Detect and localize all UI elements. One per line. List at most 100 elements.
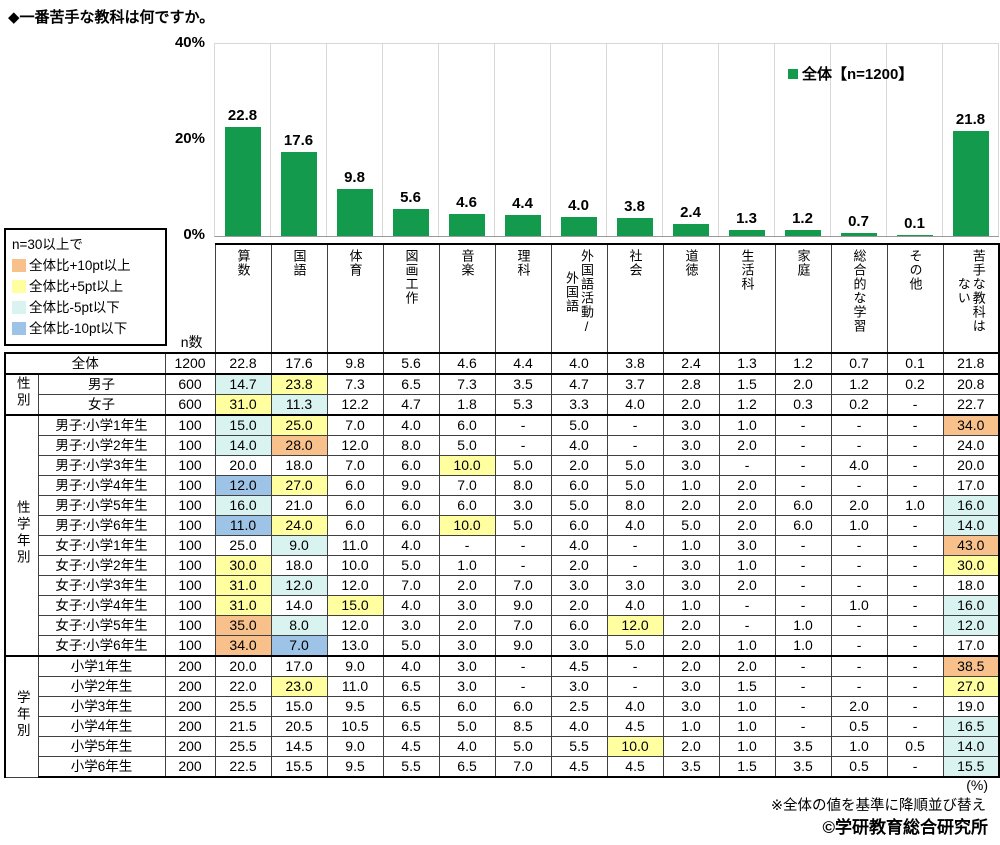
data-cell: 4.0 xyxy=(550,435,608,456)
data-cell: 7.0 xyxy=(438,475,496,496)
bar-column: 3.8 xyxy=(607,44,663,236)
data-cell: 3.0 xyxy=(662,575,720,596)
data-cell: 0.7 xyxy=(830,352,888,375)
column-header: 理科 xyxy=(494,243,552,354)
bar-value-label: 9.8 xyxy=(344,169,365,186)
data-cell: 1.8 xyxy=(438,394,496,416)
data-cell: 1.0 xyxy=(718,736,776,757)
table-row: 全体 1200 22.8 17.6 9.8 5.6 4.6 4.4 4.0 3.8 2.4 1.3 1.… xyxy=(4,352,1000,375)
bar-chart: 40% 20% 0% 22.8 17.6 9.8 5.6 4.6 4.4 4.0 3.8 2.4… xyxy=(0,34,1000,243)
table-row: 小学6年生 200 22.5 15.5 9.5 5.5 6.5 7.0 4.5 4.5 3.5 1.5… xyxy=(5,756,1000,778)
data-cell: 2.0 xyxy=(774,373,832,395)
data-cell: 15.5 xyxy=(942,756,1000,778)
row-label: 男子:小学2年生 xyxy=(37,435,166,456)
data-cell: 17.0 xyxy=(270,655,328,677)
data-cell: - xyxy=(886,414,944,436)
data-cell: 10.0 xyxy=(438,515,496,536)
row-label: 男子:小学3年生 xyxy=(37,455,166,476)
data-cell: - xyxy=(606,555,664,576)
data-cell: 30.0 xyxy=(214,555,272,576)
n-cell: 200 xyxy=(164,696,216,717)
data-cell: 4.0 xyxy=(382,414,440,436)
data-cell: 3.0 xyxy=(662,455,720,476)
data-cell: 1.2 xyxy=(830,373,888,395)
column-header-text: 国語 xyxy=(291,249,307,277)
threshold-color-swatch-blue xyxy=(12,322,26,335)
n-cell: 200 xyxy=(164,736,216,757)
threshold-legend-label: 全体比-10pt以下 xyxy=(29,321,128,336)
data-cell: 15.5 xyxy=(270,756,328,778)
data-cell: 23.8 xyxy=(270,373,328,395)
data-cell: 7.0 xyxy=(382,575,440,596)
data-cell: 3.0 xyxy=(438,595,496,616)
data-cell: - xyxy=(886,515,944,536)
data-cell: - xyxy=(886,655,944,677)
row-label: 小学2年生 xyxy=(37,676,166,697)
data-cell: 17.0 xyxy=(942,635,1000,657)
sort-order-note: ※全体の値を基準に降順並び替え xyxy=(770,798,986,814)
data-cell: - xyxy=(830,676,888,697)
data-cell: 35.0 xyxy=(214,615,272,636)
bar-column: 17.6 xyxy=(271,44,327,236)
data-cell: - xyxy=(830,635,888,657)
data-cell: 4.5 xyxy=(550,756,608,778)
data-cell: 2.5 xyxy=(550,696,608,717)
bar xyxy=(616,218,653,236)
data-cell: 4.0 xyxy=(830,455,888,476)
data-cell: 2.0 xyxy=(438,575,496,596)
data-cell: 20.8 xyxy=(942,373,1000,395)
n-cell: 200 xyxy=(164,676,216,697)
table-row: 男子:小学6年生 100 11.0 24.0 6.0 6.0 10.0 5.0 6.0 4.0 5.… xyxy=(5,515,1000,536)
data-cell: 4.5 xyxy=(550,655,608,677)
n-cell: 100 xyxy=(164,635,216,657)
data-cell: 6.5 xyxy=(438,756,496,778)
bar-value-label: 4.0 xyxy=(568,197,589,214)
threshold-legend-item: 全体比+10pt以上 xyxy=(12,255,160,276)
data-cell: 7.3 xyxy=(326,373,384,395)
column-header-text: 苦手な教科は ない xyxy=(955,249,986,333)
data-cell: 3.0 xyxy=(662,435,720,456)
data-cell: 3.0 xyxy=(550,676,608,697)
threshold-legend-rows: 全体比+10pt以上 全体比+5pt以上 全体比-5pt以下 全体比-10pt以下 xyxy=(12,255,160,339)
data-cell: 9.5 xyxy=(326,756,384,778)
data-cell: 16.0 xyxy=(214,495,272,516)
n-cell: 600 xyxy=(164,394,216,416)
threshold-legend-label: 全体比+10pt以上 xyxy=(29,258,131,273)
column-header: 総合的な学習 xyxy=(830,243,888,354)
table-row: 男子:小学4年生 100 12.0 27.0 6.0 9.0 7.0 8.0 6.0 5.0 1.0… xyxy=(5,475,1000,496)
data-cell: 7.3 xyxy=(438,373,496,395)
data-cell: 6.0 xyxy=(550,615,608,636)
data-cell: 20.0 xyxy=(214,655,272,677)
table-row: 小学3年生 200 25.5 15.0 9.5 6.5 6.0 6.0 2.5 4.0 3.0 1.0… xyxy=(5,696,1000,717)
table-row: 男子:小学3年生 100 20.0 18.0 7.0 6.0 10.0 5.0 2.0 5.0 3.… xyxy=(5,455,1000,476)
data-cell: 3.0 xyxy=(438,635,496,657)
data-cell: 18.0 xyxy=(270,455,328,476)
column-header: 算数 xyxy=(214,243,272,354)
data-cell: 3.5 xyxy=(662,756,720,778)
row-label: 女子:小学3年生 xyxy=(37,575,166,596)
data-cell: 30.0 xyxy=(942,555,1000,576)
data-cell: 20.5 xyxy=(270,716,328,737)
row-label: 女子:小学2年生 xyxy=(37,555,166,576)
data-cell: 2.0 xyxy=(718,515,776,536)
bar xyxy=(840,233,877,236)
table-row: 小学5年生 200 25.5 14.5 9.0 4.5 4.0 5.0 5.5 10.0 2.0 1.… xyxy=(5,736,1000,757)
data-cell: 5.0 xyxy=(550,414,608,436)
threshold-legend-box: n=30以上で 全体比+10pt以上 全体比+5pt以上 全体比-5pt以下 全体比-… xyxy=(4,228,167,346)
chart-legend-label: 全体【n=1200】 xyxy=(802,66,914,83)
data-cell: 4.0 xyxy=(606,394,664,416)
data-cell: 15.0 xyxy=(270,696,328,717)
data-cell: 4.0 xyxy=(382,535,440,556)
data-cell: 0.3 xyxy=(774,394,832,416)
bar-column: 9.8 xyxy=(327,44,383,236)
bar-column: 2.4 xyxy=(663,44,719,236)
data-cell: 25.0 xyxy=(214,535,272,556)
column-header: 図画工作 xyxy=(382,243,440,354)
column-header: 音楽 xyxy=(438,243,496,354)
column-header-text: 総合的な学習 xyxy=(851,249,867,333)
data-cell: - xyxy=(606,676,664,697)
column-header: 家庭 xyxy=(774,243,832,354)
bar xyxy=(336,189,373,236)
bar-value-label: 0.7 xyxy=(848,213,869,230)
data-cell: 27.0 xyxy=(270,475,328,496)
